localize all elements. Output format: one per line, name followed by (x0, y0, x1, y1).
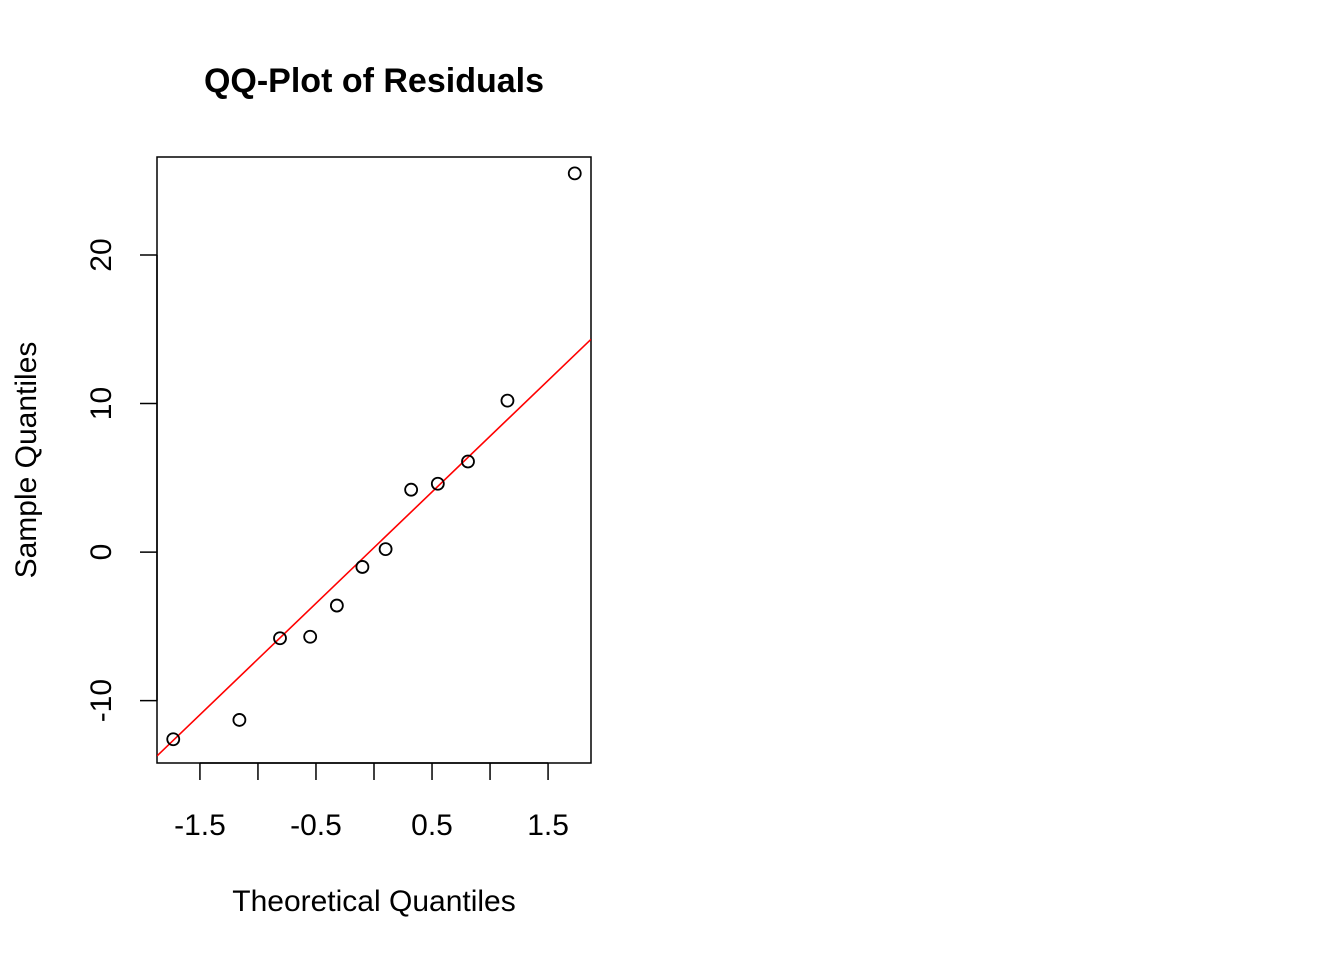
reference-line-layer (157, 338, 591, 757)
data-point (303, 629, 318, 644)
data-point (232, 713, 247, 727)
data-point (404, 482, 419, 497)
y-tick-label: 20 (85, 238, 118, 271)
x-tick-label: -0.5 (290, 809, 342, 842)
x-axis: -1.5 -0.5 0.5 1.5 (174, 762, 569, 842)
y-tick-label: -10 (85, 679, 118, 722)
data-point (329, 598, 344, 613)
x-axis-label: Theoretical Quantiles (232, 885, 515, 918)
data-point (273, 631, 287, 646)
reference-line (157, 338, 591, 757)
y-tick-label: 10 (85, 387, 118, 420)
data-point (500, 393, 515, 408)
data-point (355, 560, 370, 574)
plot-frame (156, 156, 592, 764)
x-tick-label: -1.5 (174, 809, 226, 842)
chart-title: QQ-Plot of Residuals (204, 62, 544, 100)
y-axis-label: Sample Quantiles (10, 342, 43, 579)
y-tick-label: 0 (85, 544, 118, 561)
data-point (430, 476, 445, 491)
points-layer (166, 166, 582, 747)
x-tick-label: 1.5 (527, 809, 569, 842)
y-axis: -10 0 10 20 (85, 238, 158, 722)
data-point (567, 166, 582, 181)
data-point (378, 542, 393, 557)
data-point (166, 732, 181, 747)
data-point (461, 454, 475, 469)
x-tick-label: 0.5 (411, 809, 453, 842)
